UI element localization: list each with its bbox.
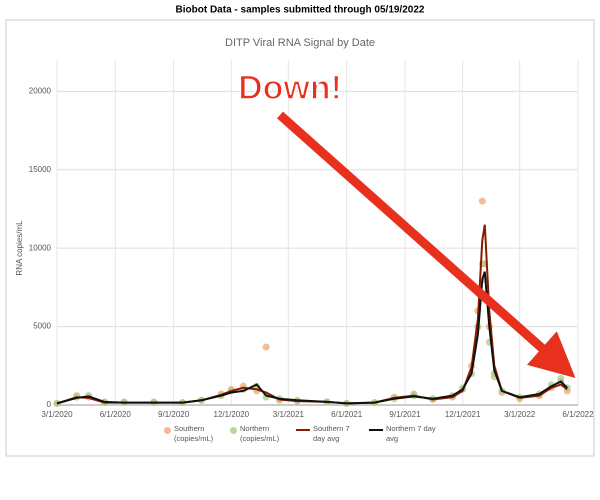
- y-axis-label: RNA copies/mL: [15, 220, 24, 276]
- avg-line: [56, 271, 568, 405]
- legend-swatch: [164, 427, 171, 434]
- legend-label: Northern 7 day avg: [386, 424, 436, 443]
- chart-title: DITP Viral RNA Signal by Date: [225, 37, 375, 49]
- legend-item: Northern 7 day avg: [369, 424, 436, 444]
- header: Biobot Data - samples submitted through …: [176, 5, 425, 16]
- y-tick-label: 0: [47, 400, 52, 409]
- data-point: [53, 399, 61, 407]
- legend-item: Northern (copies/mL): [230, 424, 290, 444]
- x-tick-label: 9/1/2020: [158, 410, 190, 419]
- y-tick-label: 15000: [29, 165, 52, 174]
- legend: Southern (copies/mL) Northern (copies/mL)…: [0, 424, 600, 444]
- x-tick-label: 3/1/2021: [273, 410, 305, 419]
- x-tick-label: 12/1/2021: [445, 410, 481, 419]
- y-tick-label: 10000: [29, 243, 52, 252]
- x-tick-label: 12/1/2020: [214, 410, 250, 419]
- data-point: [262, 343, 270, 351]
- avg-line: [56, 224, 568, 405]
- legend-item: Southern (copies/mL): [164, 424, 224, 444]
- y-tick-label: 20000: [29, 86, 52, 95]
- legend-label: Southern 7 day avg: [313, 424, 350, 443]
- data-point: [478, 197, 486, 205]
- legend-swatch: [230, 427, 237, 434]
- chart-frame: [5, 19, 595, 457]
- x-tick-label: 6/1/2022: [562, 410, 594, 419]
- annotation: Down!: [238, 69, 342, 107]
- legend-swatch: [369, 429, 383, 431]
- legend-label: Northern (copies/mL): [240, 424, 280, 443]
- x-tick-label: 9/1/2021: [389, 410, 421, 419]
- legend-item: Southern 7 day avg: [296, 424, 363, 444]
- x-tick-label: 6/1/2020: [100, 410, 132, 419]
- y-tick-label: 5000: [33, 322, 51, 331]
- legend-label: Southern (copies/mL): [174, 424, 214, 443]
- x-tick-label: 6/1/2021: [331, 410, 363, 419]
- arrow: [277, 111, 576, 378]
- x-tick-label: 3/1/2022: [504, 410, 536, 419]
- legend-swatch: [296, 429, 310, 431]
- x-tick-label: 3/1/2020: [41, 410, 73, 419]
